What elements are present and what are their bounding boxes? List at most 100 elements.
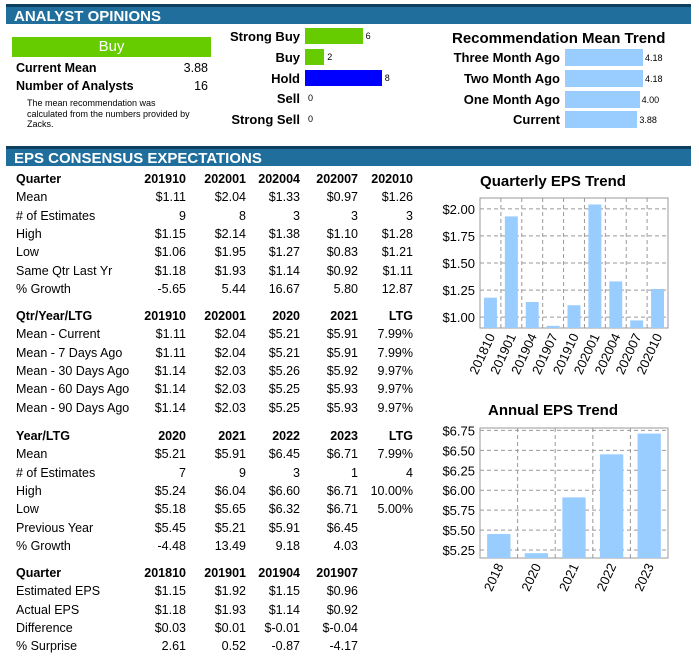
table-cell: -0.87: [271, 639, 301, 654]
mean-trend-bar: [565, 69, 643, 87]
num-analysts-label: Number of Analysts: [16, 79, 134, 93]
current-mean-value: 3.88: [183, 61, 208, 75]
table-cell: $-0.01: [264, 620, 300, 635]
mean-trend-bar: [565, 111, 638, 129]
table-header-cell: 2023: [330, 429, 358, 443]
eps-consensus-header: EPS CONSENSUS EXPECTATIONS: [6, 146, 691, 167]
table-cell: $1.18: [154, 263, 186, 278]
mean-trend: Three Month Ago 4.18 Two Month Ago 4.18 One …: [420, 49, 690, 133]
row-label: # of Estimates: [16, 465, 96, 480]
table-cell: $0.92: [326, 263, 358, 278]
bar: [567, 305, 581, 328]
table-header-cell: 202007: [316, 172, 358, 186]
table-cell: $1.28: [381, 226, 413, 241]
table-cell: $1.11: [382, 263, 413, 278]
table-cell: 7: [179, 465, 186, 480]
table-cell: $-0.04: [322, 620, 358, 635]
y-tick-label: $1.50: [442, 256, 475, 271]
opinion-bar: [305, 48, 325, 65]
table-cell: $1.93: [214, 602, 246, 617]
table-cell: $1.14: [154, 363, 186, 378]
rating-badge: Buy: [12, 37, 211, 57]
table-cell: 8: [239, 208, 246, 223]
table-cell: 13.49: [214, 538, 246, 553]
opinion-count: 2: [327, 51, 333, 62]
table-cell: $5.25: [268, 400, 300, 415]
row-label: Low: [16, 502, 39, 517]
table-header-cell: 202004: [258, 172, 300, 186]
table-cell: $5.91: [214, 447, 246, 462]
row-label: Mean: [16, 447, 48, 462]
table-cell: $0.83: [326, 245, 358, 260]
table-cell: $1.95: [214, 245, 246, 260]
bar: [630, 320, 644, 328]
mean-trend-label: Two Month Ago: [463, 70, 560, 86]
mean-trend-title: Recommendation Mean Trend: [452, 30, 666, 47]
table-header-cell: 2020: [158, 429, 186, 443]
table-cell: $6.32: [268, 502, 300, 517]
table-cell: 1: [351, 465, 358, 480]
table-cell: $5.91: [268, 520, 300, 535]
table-cell: $5.18: [154, 502, 186, 517]
table-cell: 4: [406, 465, 413, 480]
table-cell: 9.97%: [377, 400, 413, 415]
table-cell: 16.67: [268, 281, 300, 296]
table-cell: $5.25: [268, 382, 300, 397]
table-header-cell: 201901: [204, 566, 246, 580]
table-cell: $1.14: [154, 400, 186, 415]
row-label: Mean: [16, 190, 48, 205]
table-cell: $1.06: [154, 245, 186, 260]
row-label: High: [16, 226, 42, 241]
bar: [546, 325, 560, 328]
table-cell: $5.24: [154, 483, 186, 498]
table-cell: 9: [239, 465, 246, 480]
x-tick-label: 2020: [518, 561, 544, 594]
table-cell: $1.15: [154, 226, 186, 241]
table-cell: $6.71: [326, 483, 358, 498]
y-tick-label: $6.00: [442, 483, 475, 498]
table-cell: $6.60: [268, 483, 300, 498]
table-cell: $1.14: [268, 602, 300, 617]
bar: [562, 497, 586, 558]
table-header-cell: 201907: [316, 566, 358, 580]
table-cell: $1.21: [381, 245, 413, 260]
table-cell: $0.96: [326, 584, 358, 599]
table-cell: -4.17: [329, 639, 359, 654]
table-cell: 7.99%: [377, 327, 413, 342]
table-cell: 7.99%: [377, 345, 413, 360]
table-header-cell: 202010: [371, 172, 413, 186]
row-label: % Growth: [16, 281, 71, 296]
table-header-cell: Qtr/Year/LTG: [16, 309, 93, 323]
opinion-count: 0: [308, 93, 314, 104]
table-cell: 5.80: [333, 281, 358, 296]
table-header-cell: 201910: [144, 309, 186, 323]
opinion-bar: [305, 28, 363, 44]
table-cell: 12.87: [381, 281, 413, 296]
table-cell: 5.44: [221, 281, 246, 296]
table-cell: $5.26: [268, 363, 300, 378]
current-mean-label: Current Mean: [16, 61, 97, 75]
table-cell: $1.27: [268, 245, 300, 260]
annual-eps-chart: $5.25 $5.50 $5.75 $6.00 $6.25 $6.50 $6.75 2018 2…: [442, 423, 669, 594]
mean-trend-label: One Month Ago: [463, 91, 560, 107]
table-header-cell: 2022: [272, 429, 300, 443]
table-cell: $0.03: [154, 620, 186, 635]
table-cell: $5.91: [326, 345, 358, 360]
table-cell: $0.01: [214, 620, 246, 635]
y-tick-label: $1.75: [442, 229, 475, 244]
bar: [599, 454, 624, 558]
row-label: Estimated EPS: [16, 584, 101, 599]
table-cell: $2.03: [214, 363, 246, 378]
table-cell: $1.92: [214, 584, 246, 599]
row-label: % Surprise: [16, 639, 78, 654]
opinion-label: Hold: [271, 70, 300, 86]
table-cell: $5.21: [268, 345, 300, 360]
table-cell: $6.04: [214, 483, 246, 498]
y-tick-label: $2.00: [442, 202, 475, 217]
table-cell: $5.45: [154, 520, 186, 535]
y-tick-label: $5.75: [442, 503, 475, 518]
table-cell: 9.18: [275, 538, 300, 553]
table-cell: 3: [351, 208, 358, 223]
table-cell: $5.91: [326, 327, 358, 342]
table-header-cell: 202001: [204, 309, 246, 323]
